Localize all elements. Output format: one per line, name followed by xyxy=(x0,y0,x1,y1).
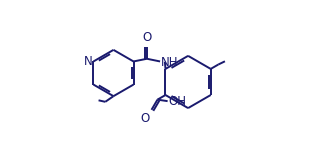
Text: N: N xyxy=(84,55,92,68)
Text: OH: OH xyxy=(168,95,186,108)
Text: O: O xyxy=(141,112,150,125)
Text: O: O xyxy=(142,31,152,44)
Text: NH: NH xyxy=(161,56,179,69)
